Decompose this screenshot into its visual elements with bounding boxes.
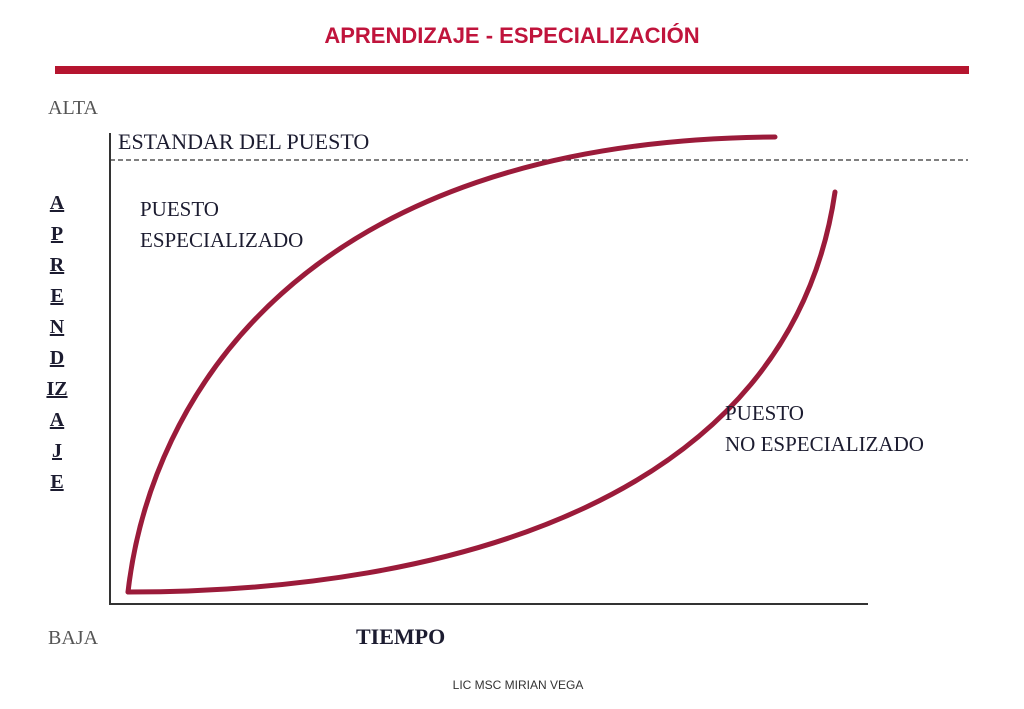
curve-label: PUESTO: [140, 197, 219, 221]
title: APRENDIZAJE - ESPECIALIZACIÓN: [324, 23, 699, 48]
low-label: BAJA: [48, 627, 99, 649]
footer: LIC MSC MIRIAN VEGA: [453, 678, 584, 692]
x-label: TIEMPO: [356, 624, 445, 649]
standard-label: ESTANDAR DEL PUESTO: [118, 129, 369, 154]
high-label: ALTA: [48, 97, 98, 119]
curve-label: NO ESPECIALIZADO: [725, 432, 924, 456]
curve-label: PUESTO: [725, 401, 804, 425]
non-specialized-curve: [125, 189, 838, 595]
curve-label: ESPECIALIZADO: [140, 228, 303, 252]
title-bar: [55, 66, 969, 74]
specialized-curve: [125, 134, 778, 595]
y-label: APRENDIZAJE: [46, 192, 68, 493]
